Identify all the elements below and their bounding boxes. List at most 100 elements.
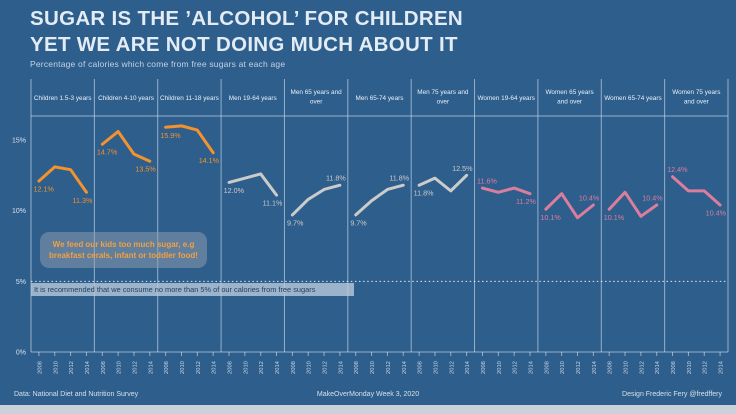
value-label: 15.9% xyxy=(160,131,181,140)
year-label: 2012 xyxy=(386,361,392,374)
value-label: 12.1% xyxy=(34,184,55,193)
year-label: 2012 xyxy=(196,361,202,374)
panel-header: Men 65 years and over xyxy=(291,89,343,106)
panel-header: Children 1.5-3 years xyxy=(34,95,92,102)
year-label: 2008 xyxy=(418,361,424,374)
panel-header: Children 4-10 years xyxy=(98,95,154,102)
year-label: 2012 xyxy=(449,361,455,374)
y-axis-label: 15% xyxy=(12,138,26,145)
reference-note: It is recommended that we consume no mor… xyxy=(31,283,354,296)
value-label: 11.1% xyxy=(263,199,283,208)
panel-header: Women 19-64 years xyxy=(478,95,535,102)
year-label: 2014 xyxy=(85,360,91,374)
panel-header: Women 75 years and over xyxy=(672,89,720,106)
year-label: 2008 xyxy=(164,361,170,374)
footer-credit: Design Frederic Fery @fredffery xyxy=(622,391,722,398)
panel-header: Women 65 years and over xyxy=(545,89,593,106)
year-label: 2008 xyxy=(354,361,360,374)
series-line-women[interactable] xyxy=(671,175,722,207)
value-label: 11.8% xyxy=(414,189,434,198)
footer: Data: National Diet and Nutrition Survey… xyxy=(0,391,736,403)
value-label: 11.6% xyxy=(477,177,497,186)
year-label: 2014 xyxy=(338,360,344,374)
year-label: 2008 xyxy=(37,361,43,374)
panel-header: Women 65-74 years xyxy=(604,95,661,102)
value-label: 14.7% xyxy=(97,148,118,157)
value-label: 10.1% xyxy=(540,213,561,222)
value-label: 11.2% xyxy=(516,197,536,206)
value-label: 10.4% xyxy=(579,194,600,203)
year-label: 2014 xyxy=(212,360,218,374)
value-label: 10.4% xyxy=(642,194,663,203)
year-label: 2010 xyxy=(624,361,630,374)
year-label: 2010 xyxy=(370,361,376,374)
series-line-children[interactable] xyxy=(164,124,215,155)
year-label: 2010 xyxy=(53,361,59,374)
value-label: 11.8% xyxy=(326,174,346,183)
annotation-line-2: breakfast cerals, infant or toddler food… xyxy=(49,251,198,260)
year-label: 2010 xyxy=(497,361,503,374)
year-label: 2008 xyxy=(291,361,297,374)
value-label: 9.7% xyxy=(287,218,304,227)
year-label: 2014 xyxy=(148,360,154,374)
series-line-men[interactable] xyxy=(417,173,469,193)
footer-project: MakeOverMonday Week 3, 2020 xyxy=(316,391,420,398)
series-line-men[interactable] xyxy=(354,183,405,217)
year-label: 2014 xyxy=(719,360,725,374)
footer-data-source: Data: National Diet and Nutrition Survey xyxy=(14,391,139,398)
year-label: 2008 xyxy=(671,361,677,374)
year-label: 2010 xyxy=(433,361,439,374)
year-label: 2012 xyxy=(639,361,645,374)
title-line-1: SUGAR IS THE ’ALCOHOL’ FOR CHILDREN xyxy=(30,7,464,30)
year-label: 2008 xyxy=(228,361,234,374)
year-label: 2008 xyxy=(608,361,614,374)
bottom-strip xyxy=(0,405,736,414)
year-label: 2014 xyxy=(275,360,281,374)
annotation-callout: We feed our kids too much sugar, e.g bre… xyxy=(40,232,207,268)
value-label: 14.1% xyxy=(199,156,220,165)
page-title: SUGAR IS THE ’ALCOHOL’ FOR CHILDREN YET … xyxy=(30,6,463,58)
year-label: 2008 xyxy=(101,361,107,374)
year-label: 2014 xyxy=(592,360,598,374)
year-label: 2012 xyxy=(259,361,265,374)
panel-header: Men 19-64 years xyxy=(229,95,277,102)
year-label: 2010 xyxy=(687,361,693,374)
value-label: 12.5% xyxy=(452,164,473,173)
year-label: 2012 xyxy=(132,361,138,374)
year-label: 2010 xyxy=(180,361,186,374)
year-label: 2012 xyxy=(703,361,709,374)
value-label: 10.4% xyxy=(706,209,727,218)
panel-header: Children 11-18 years xyxy=(160,95,219,102)
year-label: 2012 xyxy=(323,361,329,374)
series-line-men[interactable] xyxy=(227,172,279,197)
y-axis-label: 5% xyxy=(16,279,26,286)
value-label: 11.3% xyxy=(73,196,93,205)
year-label: 2014 xyxy=(465,360,471,374)
value-label: 11.8% xyxy=(389,174,409,183)
year-label: 2008 xyxy=(544,361,550,374)
title-line-2: YET WE ARE NOT DOING MUCH ABOUT IT xyxy=(30,33,458,56)
year-label: 2010 xyxy=(307,361,313,374)
series-line-children[interactable] xyxy=(37,165,88,194)
series-line-women[interactable] xyxy=(607,190,659,218)
series-line-women[interactable] xyxy=(480,186,532,196)
panel-header: Men 65-74 years xyxy=(356,95,404,102)
year-label: 2014 xyxy=(528,360,534,374)
year-label: 2014 xyxy=(402,360,408,374)
year-label: 2008 xyxy=(481,361,487,374)
y-axis-label: 0% xyxy=(16,350,26,357)
value-label: 9.7% xyxy=(350,218,367,227)
series-line-men[interactable] xyxy=(290,183,342,217)
year-label: 2012 xyxy=(513,361,519,374)
value-label: 13.5% xyxy=(135,165,156,174)
year-label: 2012 xyxy=(69,361,75,374)
series-line-women[interactable] xyxy=(544,192,595,220)
panel-header: Men 75 years and over xyxy=(417,89,469,106)
series-line-children[interactable] xyxy=(100,130,152,163)
year-label: 2010 xyxy=(243,361,249,374)
chart-subtitle: Percentage of calories which come from f… xyxy=(30,59,286,69)
annotation-line-1: We feed our kids too much sugar, e.g xyxy=(52,240,195,249)
value-label: 10.1% xyxy=(604,213,625,222)
